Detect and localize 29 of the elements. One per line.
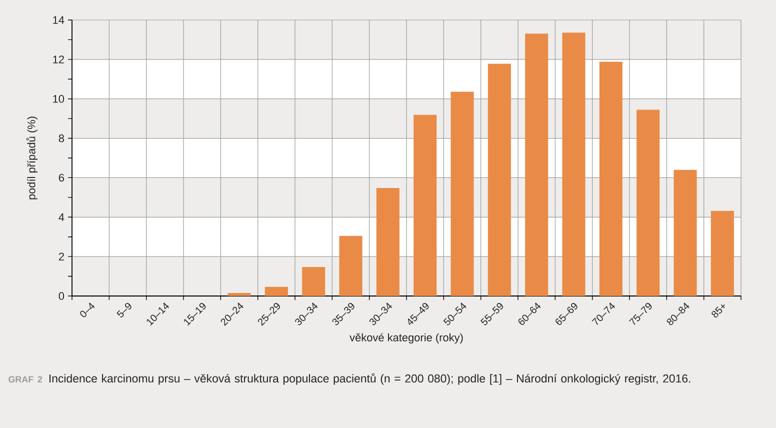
bar (710, 210, 734, 296)
y-tick-label: 10 (53, 94, 64, 103)
bar (674, 170, 697, 296)
bar (414, 114, 437, 296)
x-axis-title: věkové kategorie (roky) (350, 333, 463, 344)
y-tick-label: 0 (58, 292, 64, 300)
y-tick-label: 2 (58, 252, 64, 260)
x-tick-label: 85+ (712, 304, 725, 318)
bar (562, 32, 586, 296)
y-tick-label: 14 (53, 16, 64, 24)
x-tick-label: 5–9 (116, 303, 132, 318)
bar (488, 64, 511, 296)
bar (339, 236, 362, 296)
y-axis-title: podíl případů (%) (26, 116, 38, 200)
y-tick-label: 8 (58, 134, 64, 142)
bar (450, 92, 474, 296)
bar (636, 110, 660, 296)
x-tick-label: 0–4 (80, 302, 95, 318)
bar (376, 188, 400, 296)
text: GRAF 2 (8, 376, 42, 383)
bar (228, 293, 251, 296)
y-tick-label: 6 (58, 174, 64, 182)
bar (264, 286, 288, 296)
bar (302, 267, 326, 296)
text: Incidence karcinomu prsu – věková struktura populace pacientů (n = 200 080); podle [1] – Národní onkologický registr, 2016. (49, 373, 690, 385)
bar (599, 62, 622, 296)
y-tick-label: 4 (58, 213, 64, 221)
bar (525, 34, 548, 296)
y-tick-label: 12 (53, 56, 64, 64)
